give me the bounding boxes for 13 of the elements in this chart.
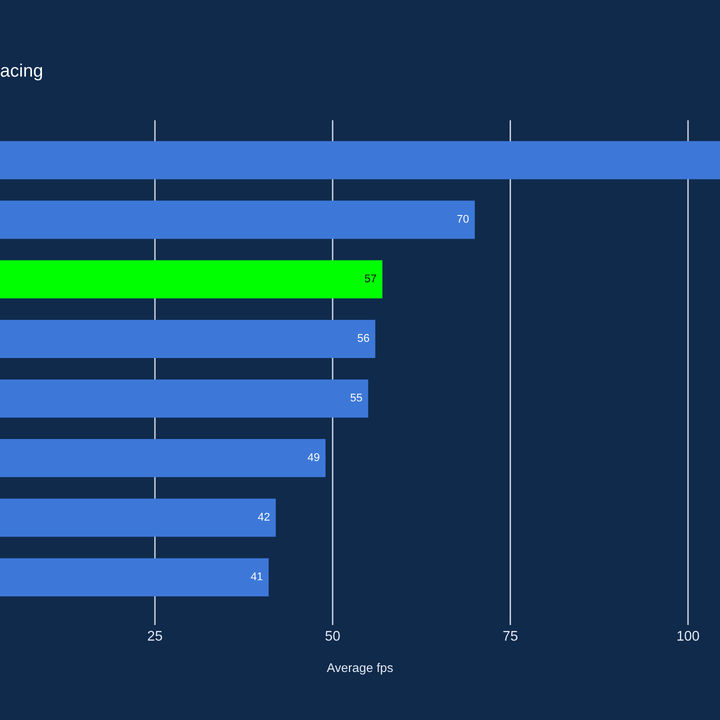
data-label: 70 (457, 214, 469, 223)
data-label: 42 (258, 512, 270, 521)
x-axis-title: Average fps (326, 662, 393, 675)
data-label: 55 (350, 394, 362, 402)
x-tick-label: 50 (325, 630, 340, 641)
chart-title: acing (0, 64, 42, 80)
data-label: 41 (250, 572, 262, 580)
x-tick-label: 100 (677, 630, 700, 641)
x-tick-label: 75 (503, 631, 518, 641)
data-label: 49 (308, 453, 320, 462)
x-tick-label: 25 (148, 630, 162, 641)
data-label: 56 (358, 334, 370, 342)
data-label: 57 (364, 274, 376, 282)
